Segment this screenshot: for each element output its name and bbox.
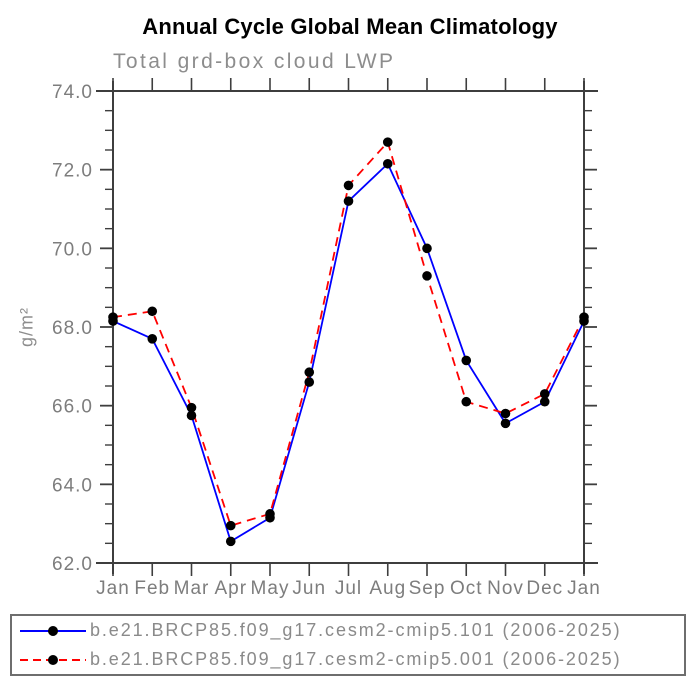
chart-title: Annual Cycle Global Mean Climatology xyxy=(142,14,558,39)
svg-text:74.0: 74.0 xyxy=(52,82,93,103)
legend: b.e21.BRCP85.f09_g17.cesm2-cmip5.101 (20… xyxy=(10,614,686,676)
legend-label: b.e21.BRCP85.f09_g17.cesm2-cmip5.001 (20… xyxy=(90,649,622,669)
svg-text:Aug: Aug xyxy=(369,578,406,599)
svg-text:Jun: Jun xyxy=(292,578,326,599)
svg-text:Feb: Feb xyxy=(134,578,170,599)
svg-text:Oct: Oct xyxy=(450,578,483,599)
svg-text:64.0: 64.0 xyxy=(52,475,93,496)
chart-subtitle: Total grd-box cloud LWP xyxy=(113,50,396,73)
legend-row: b.e21.BRCP85.f09_g17.cesm2-cmip5.001 (20… xyxy=(12,647,684,673)
svg-text:68.0: 68.0 xyxy=(52,318,93,339)
svg-text:Jan: Jan xyxy=(567,578,601,599)
svg-text:72.0: 72.0 xyxy=(52,161,93,182)
svg-text:Jul: Jul xyxy=(335,578,362,599)
svg-text:66.0: 66.0 xyxy=(52,397,93,418)
svg-text:70.0: 70.0 xyxy=(52,239,93,260)
svg-text:Nov: Nov xyxy=(487,578,524,599)
svg-text:Mar: Mar xyxy=(174,578,210,599)
legend-row: b.e21.BRCP85.f09_g17.cesm2-cmip5.101 (20… xyxy=(12,618,684,644)
legend-label: b.e21.BRCP85.f09_g17.cesm2-cmip5.101 (20… xyxy=(90,620,622,640)
legend-swatch-1 xyxy=(20,654,86,665)
svg-text:Jan: Jan xyxy=(96,578,130,599)
svg-text:May: May xyxy=(251,578,290,599)
legend-swatch-0 xyxy=(20,625,86,636)
svg-text:Dec: Dec xyxy=(526,578,563,599)
svg-text:62.0: 62.0 xyxy=(52,554,93,575)
svg-text:Sep: Sep xyxy=(409,578,446,599)
svg-text:Apr: Apr xyxy=(214,578,247,599)
